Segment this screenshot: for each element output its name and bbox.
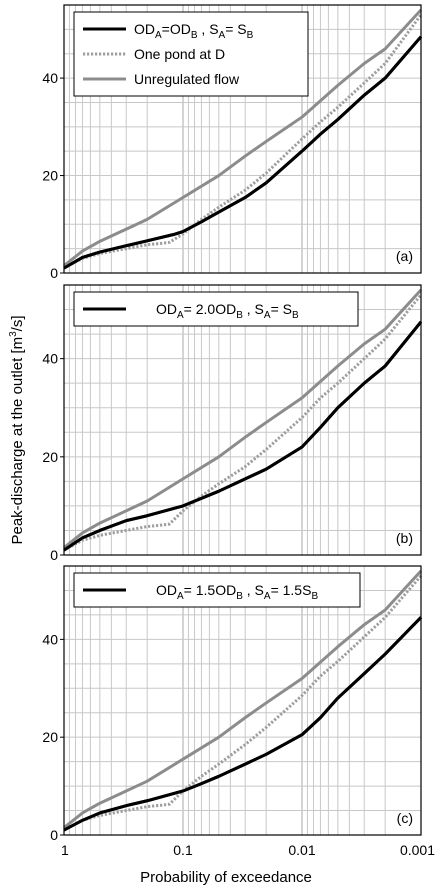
y-tick-label: 0 bbox=[50, 547, 58, 563]
plot-frame bbox=[63, 4, 422, 274]
grid bbox=[63, 285, 422, 555]
plot-frame bbox=[63, 284, 422, 556]
legend-label: ODA= 2.0ODB , SA= SB bbox=[156, 301, 299, 321]
legend-label: One pond at D bbox=[134, 46, 225, 62]
y-tick-label: 20 bbox=[42, 729, 58, 745]
y-axis-label-text: Peak-discharge at the outlet bbox=[9, 357, 26, 545]
x-tick-label: 1 bbox=[61, 842, 69, 858]
legend-label-part: One pond at D bbox=[134, 46, 225, 62]
y-axis-unit-exponent: 3 bbox=[8, 331, 19, 337]
legend-label: ODA= 1.5ODB , SA= 1.5SB bbox=[156, 582, 318, 602]
x-tick-label: 0.01 bbox=[288, 842, 315, 858]
y-tick-label: 40 bbox=[42, 70, 58, 86]
series-line-dotted-gray bbox=[63, 293, 423, 552]
legend-label-part: OD bbox=[156, 582, 177, 598]
legend-label-part: = 1.5OD bbox=[184, 582, 237, 598]
series-line-solid-gray bbox=[63, 569, 423, 829]
legend-label-subscript: A bbox=[177, 310, 184, 321]
y-tick-label: 20 bbox=[42, 449, 58, 465]
x-axis-label: Probability of exceedance bbox=[140, 869, 312, 886]
series-line-main-overlay bbox=[63, 320, 423, 552]
legend-label-subscript: B bbox=[247, 30, 254, 41]
legend-label-subscript: A bbox=[264, 310, 271, 321]
y-tick-label: 40 bbox=[42, 351, 58, 367]
legend-label-subscript: B bbox=[236, 591, 243, 602]
legend-label-subscript: A bbox=[219, 30, 226, 41]
y-tick-label: 40 bbox=[42, 631, 58, 647]
legend-label-part: , S bbox=[243, 301, 264, 317]
panel-label: (c) bbox=[397, 810, 413, 826]
series-line-main-overlay bbox=[63, 35, 423, 270]
legend-label-part: = 1.5S bbox=[271, 582, 312, 598]
panel-label: (b) bbox=[396, 530, 413, 546]
legend-label-part: , S bbox=[243, 582, 264, 598]
x-tick-label: 0.001 bbox=[400, 842, 435, 858]
series-line-solid-black bbox=[63, 616, 423, 832]
legend-label-subscript: B bbox=[292, 310, 299, 321]
y-axis-label: Peak-discharge at the outlet [m3/s] bbox=[8, 315, 26, 544]
y-tick-label: 0 bbox=[50, 265, 58, 281]
legend: ODA= 1.5ODB , SA= 1.5SB bbox=[73, 572, 361, 608]
legend-label-subscript: B bbox=[191, 30, 198, 41]
legend-label: ODA=ODB , SA= SB bbox=[134, 21, 254, 41]
plot-frame bbox=[63, 565, 422, 836]
legend-label: Unregulated flow bbox=[134, 71, 240, 87]
y-tick-label: 0 bbox=[50, 827, 58, 843]
legend-label-subscript: B bbox=[311, 591, 318, 602]
legend-label-part: = S bbox=[225, 21, 246, 37]
y-axis-unit-tail: /s] bbox=[9, 315, 26, 331]
legend-label-part: = 2.0OD bbox=[184, 301, 237, 317]
series-line-solid-gray bbox=[63, 288, 423, 549]
series-line-dotted-gray bbox=[63, 13, 423, 270]
legend-label-subscript: A bbox=[264, 591, 271, 602]
y-axis-unit: [m bbox=[9, 337, 26, 354]
y-tick-label: 20 bbox=[42, 168, 58, 184]
series-line-solid-gray bbox=[63, 8, 423, 267]
legend-label-part: Unregulated flow bbox=[134, 71, 240, 87]
panel-label: (a) bbox=[396, 248, 413, 264]
x-tick-label: 0.1 bbox=[173, 842, 193, 858]
legend-label-part: , S bbox=[198, 21, 219, 37]
legend-label-subscript: A bbox=[155, 30, 162, 41]
legend-label-subscript: A bbox=[177, 591, 184, 602]
series-line-main-overlay bbox=[63, 616, 423, 832]
series-line-dotted-gray bbox=[63, 574, 423, 832]
legend: ODA= 2.0ODB , SA= SB bbox=[73, 291, 359, 327]
legend-label-part: =OD bbox=[162, 21, 191, 37]
legend-label-subscript: B bbox=[236, 310, 243, 321]
legend-label-part: OD bbox=[156, 301, 177, 317]
legend-label-part: OD bbox=[134, 21, 155, 37]
legend-label-part: = S bbox=[271, 301, 292, 317]
